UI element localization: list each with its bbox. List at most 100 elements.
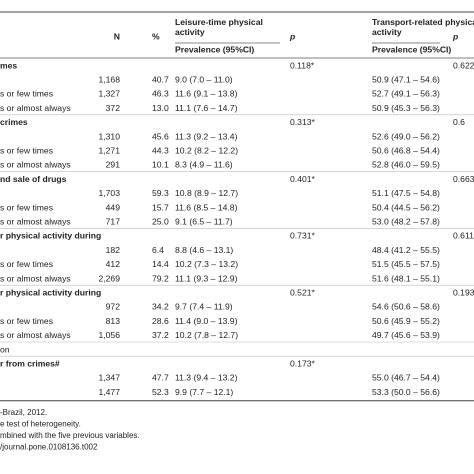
cell-pct: 25.0 <box>152 216 169 226</box>
cell-pct: 6.4 <box>152 245 164 255</box>
row-label: crimes <box>0 117 28 127</box>
cell-p: 0.401* <box>290 174 316 184</box>
cell-n: 972 <box>106 302 121 312</box>
cell-transport: 49.7 (45.6 – 53.9) <box>372 330 440 340</box>
cell-n: 717 <box>106 216 121 226</box>
footnote: /journal.pone.0108136.t002 <box>0 442 98 451</box>
cell-transport: 50.9 (45.3 – 56.3) <box>372 103 440 113</box>
cell-n: 1,271 <box>98 145 120 155</box>
row-label: s or almost always <box>0 103 71 113</box>
cell-leisure: 11.6 (9.1 – 13.8) <box>175 89 238 99</box>
cell-transport: 51.5 (45.5 – 57.5) <box>372 259 440 269</box>
cell-pct: 47.7 <box>152 373 169 383</box>
cell-p: 0.193 <box>453 287 474 297</box>
cell-transport: 52.8 (46.0 – 59.5) <box>372 160 440 170</box>
cell-pct: 52.3 <box>152 387 169 397</box>
cell-leisure: 10.2 (7.8 – 12.7) <box>175 330 238 340</box>
cell-p: 0.611 <box>453 231 474 241</box>
cell-pct: 15.7 <box>152 202 169 212</box>
cell-leisure: 10.8 (8.9 – 12.7) <box>175 188 238 198</box>
cell-leisure: 11.6 (8.5 – 14.8) <box>175 202 238 212</box>
header-line: Leisure-time physical <box>175 17 263 27</box>
cell-transport: 50.9 (47.1 – 54.6) <box>372 74 440 84</box>
cell-transport: 50.6 (45.9 – 55.2) <box>372 316 440 326</box>
header-transport: Transport-related physical activity <box>372 17 474 37</box>
row-label: s or few times <box>0 145 53 155</box>
cell-pct: 40.7 <box>152 74 169 84</box>
cell-transport: 48.4 (41.2 – 55.5) <box>372 245 440 255</box>
cell-transport: 52.6 (49.0 – 56.2) <box>372 131 440 141</box>
cell-leisure: 11.3 (9.2 – 13.4) <box>175 131 238 141</box>
cell-pct: 44.3 <box>152 145 169 155</box>
cell-pct: 59.3 <box>152 188 169 198</box>
header-line: Transport-related physical <box>372 17 474 27</box>
cell-n: 1,168 <box>98 74 120 84</box>
footnote: e test of heterogeneity. <box>0 419 81 428</box>
row-label: r physical activity during <box>0 287 101 297</box>
row-label: s or almost always <box>0 273 71 283</box>
footnote: mbined with the five previous variables. <box>0 431 140 440</box>
cell-p: 0.622 <box>453 60 474 70</box>
cell-p: 0.663 <box>453 174 474 184</box>
row-label: on <box>0 344 10 354</box>
cell-p: 0.521* <box>290 287 316 297</box>
cell-pct: 34.2 <box>152 302 169 312</box>
row-label: s or few times <box>0 89 53 99</box>
cell-n: 1,327 <box>98 89 120 99</box>
cell-transport: 53.0 (48.2 – 57.8) <box>372 216 440 226</box>
cell-p: 0.731* <box>290 231 316 241</box>
cell-n: 1,703 <box>98 188 120 198</box>
cell-leisure: 9.9 (7.7 – 12.1) <box>175 387 233 397</box>
cell-p: 0.118* <box>290 60 315 70</box>
cell-pct: 45.6 <box>152 131 169 141</box>
row-label: s or almost always <box>0 160 71 170</box>
row-label: mes <box>0 60 17 70</box>
row-label: r from crimes# <box>0 358 60 368</box>
table-body: mes 0.118* 0.622 1,168 40.7 9.0 (7.0 – 11.0) 5… <box>0 57 474 451</box>
prevalence: Prevalence (95%CI) <box>175 44 254 54</box>
cell-transport: 51.6 (48.1 – 55.1) <box>372 273 440 283</box>
cell-p: 0.313* <box>290 117 316 127</box>
cell-n: 2,269 <box>98 273 120 283</box>
cell-pct: 14.4 <box>152 259 169 269</box>
row-label: s or almost always <box>0 216 71 226</box>
cell-pct: 46.3 <box>152 89 169 99</box>
cell-pct: 10.1 <box>152 160 169 170</box>
header-n: N <box>114 31 120 41</box>
row-label: s or few times <box>0 316 53 326</box>
header-pct: % <box>152 31 160 41</box>
header-line: activity <box>372 27 402 37</box>
header-p: p <box>289 31 295 41</box>
cell-pct: 37.2 <box>152 330 169 340</box>
cell-leisure: 10.2 (7.3 – 13.2) <box>175 259 238 269</box>
cell-transport: 52.7 (49.1 – 56.3) <box>372 89 440 99</box>
cell-pct: 13.0 <box>152 103 169 113</box>
cell-n: 291 <box>106 160 121 170</box>
cell-leisure: 11.1 (7.6 – 14.7) <box>175 103 238 113</box>
cell-n: 449 <box>106 202 121 212</box>
cell-pct: 79.2 <box>152 273 169 283</box>
cell-leisure: 8.8 (4.6 – 13.1) <box>175 245 233 255</box>
cell-transport: 55.0 (46.7 – 54.4) <box>372 373 440 383</box>
cell-n: 1,477 <box>98 387 120 397</box>
header-p: p <box>452 31 458 41</box>
row-label: s or few times <box>0 202 53 212</box>
cell-n: 1,347 <box>98 373 120 383</box>
cell-transport: 50.4 (44.5 – 56.2) <box>372 202 440 212</box>
cell-n: 182 <box>106 245 121 255</box>
cell-leisure: 11.3 (9.4 – 13.2) <box>175 373 238 383</box>
cell-p: 0.6 <box>453 117 465 127</box>
cell-transport: 53.3 (50.0 – 56.6) <box>372 387 440 397</box>
cell-n: 813 <box>106 316 121 326</box>
cell-leisure: 11.4 (9.0 – 13.9) <box>175 316 238 326</box>
cell-leisure: 9.7 (7.4 – 11.9) <box>175 302 233 312</box>
cell-n: 1,310 <box>98 131 120 141</box>
header-leisure: Leisure-time physical activity <box>175 17 263 37</box>
prevalence: Prevalence (95%CI) <box>372 44 451 54</box>
header-line: activity <box>175 27 205 37</box>
footnote: -Brazil, 2012. <box>0 408 47 417</box>
cell-leisure: 9.1 (6.5 – 11.7) <box>175 216 233 226</box>
cell-n: 1,056 <box>98 330 120 340</box>
